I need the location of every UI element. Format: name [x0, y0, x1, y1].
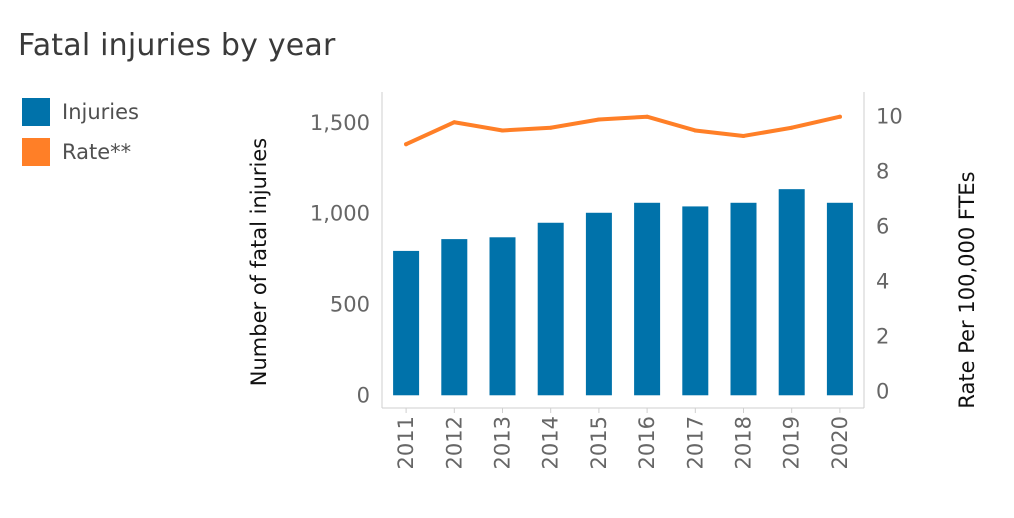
y-tick-label-left: 0: [357, 383, 370, 407]
x-tick-label: 2019: [780, 416, 804, 469]
x-tick-label: 2017: [683, 416, 707, 469]
chart-title: Fatal injuries by year: [18, 28, 336, 63]
rate-point-2018[interactable]: [741, 133, 746, 138]
x-tick-label: 2014: [539, 416, 563, 469]
rate-point-2016[interactable]: [645, 114, 650, 119]
y-axis-title-left: Number of fatal injuries: [247, 138, 271, 386]
bar-injuries-2019[interactable]: [778, 189, 805, 396]
y-tick-label-left: 1,500: [310, 111, 370, 135]
x-tick-label: 2016: [635, 416, 659, 469]
y-tick-label-right: 2: [876, 325, 889, 349]
x-tick-label: 2015: [587, 416, 611, 469]
legend-label-rate: Rate**: [62, 140, 132, 164]
x-tick-label: 2012: [442, 416, 466, 469]
legend-label-injuries: Injuries: [62, 100, 139, 124]
y-tick-label-right: 6: [876, 215, 889, 239]
y-axis-title-right: Rate Per 100,000 FTEs: [955, 171, 979, 408]
rate-point-2012[interactable]: [452, 120, 457, 125]
bar-injuries-2014[interactable]: [537, 222, 564, 396]
bar-injuries-2015[interactable]: [585, 212, 612, 396]
x-tick-label: 2011: [394, 416, 418, 469]
rate-point-2020[interactable]: [837, 114, 842, 119]
bar-injuries-2011[interactable]: [393, 250, 420, 396]
legend: Injuries Rate**: [22, 92, 139, 172]
bar-injuries-2012[interactable]: [441, 239, 468, 396]
y-tick-label-right: 10: [876, 105, 903, 129]
legend-swatch-rate: [22, 138, 50, 166]
y-tick-label-left: 500: [330, 292, 370, 316]
x-tick-label: 2013: [491, 416, 515, 469]
legend-swatch-injuries: [22, 98, 50, 126]
legend-item-rate[interactable]: Rate**: [22, 132, 139, 172]
rate-point-2011[interactable]: [404, 142, 409, 147]
rate-point-2013[interactable]: [500, 128, 505, 133]
x-tick-label: 2020: [828, 416, 852, 469]
rate-point-2014[interactable]: [548, 125, 553, 130]
rate-point-2015[interactable]: [596, 117, 601, 122]
bar-injuries-2018[interactable]: [730, 202, 757, 396]
rate-line[interactable]: [404, 114, 842, 147]
rate-point-2017[interactable]: [693, 128, 698, 133]
y-tick-label-right: 4: [876, 270, 889, 294]
y-tick-label-right: 8: [876, 160, 889, 184]
bars-layer: [393, 189, 853, 396]
line-layer: [404, 114, 842, 147]
legend-item-injuries[interactable]: Injuries: [22, 92, 139, 132]
x-tick-label: 2018: [732, 416, 756, 469]
axes-layer: 2011 2012 2013 2014 2015 2016 2017 2018 2019 2020…: [310, 92, 903, 469]
y-tick-label-left: 1,000: [310, 202, 370, 226]
bar-injuries-2017[interactable]: [682, 206, 709, 396]
bar-injuries-2016[interactable]: [634, 202, 661, 396]
bar-injuries-2020[interactable]: [826, 202, 853, 396]
y-tick-label-right: 0: [876, 380, 889, 404]
bar-injuries-2013[interactable]: [489, 237, 516, 396]
rate-point-2019[interactable]: [789, 125, 794, 130]
